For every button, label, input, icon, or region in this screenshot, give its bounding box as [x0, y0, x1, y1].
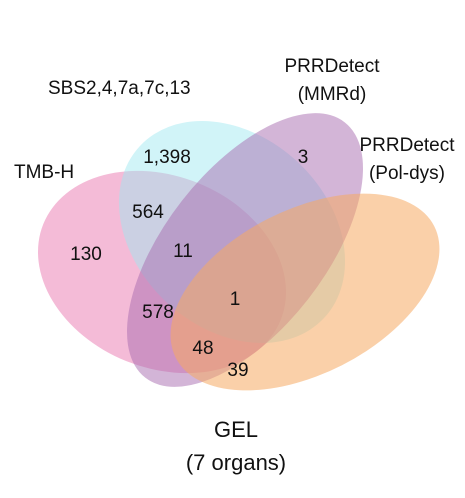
footer-line1: GEL: [214, 417, 258, 442]
label-tmb-h: TMB-H: [14, 162, 74, 183]
count-all-four: 1: [230, 289, 241, 310]
footer-line2: (7 organs): [186, 450, 286, 475]
label-poldys-line1: PRRDetect: [359, 135, 455, 156]
count-mmrd-only: 3: [298, 147, 309, 168]
label-mmrd-line1: PRRDetect: [284, 56, 380, 77]
count-tmb-mmrd-poldys: 48: [192, 338, 213, 359]
count-tmb-sbs-mmrd: 11: [173, 241, 193, 262]
set-poldys-ellipse: [170, 193, 440, 391]
count-tmb-sbs: 564: [132, 202, 164, 223]
count-tmb-poldys: 39: [227, 360, 248, 381]
count-tmb-only: 130: [70, 244, 102, 265]
count-tmb-mmrd: 578: [142, 302, 174, 323]
label-poldys-line2: (Pol-dys): [369, 163, 445, 184]
count-sbs-only: 1,398: [143, 147, 191, 168]
label-sbs: SBS2,4,7a,7c,13: [48, 78, 191, 99]
label-mmrd-line2: (MMRd): [298, 84, 367, 105]
